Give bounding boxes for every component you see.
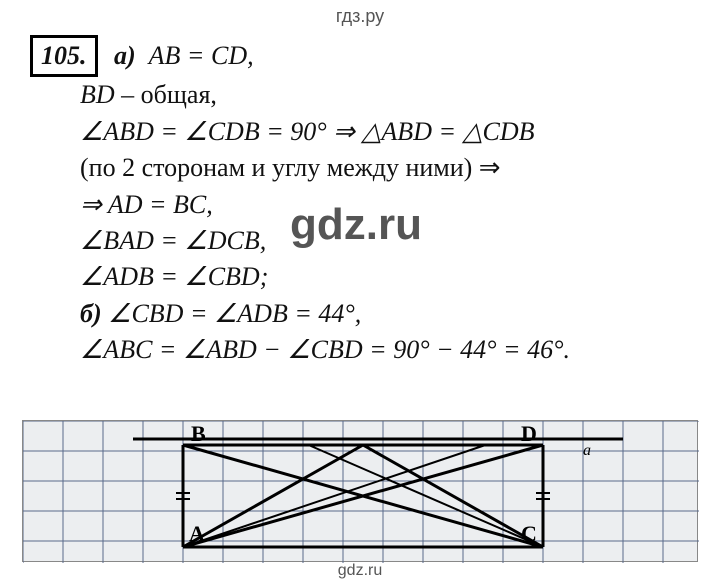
footer-text: gdz.ru — [0, 562, 720, 580]
svg-text:a: a — [583, 442, 591, 459]
line-4: (по 2 сторонам и углу между ними) ⇒ — [80, 150, 690, 186]
line-2: BD – общая, — [80, 77, 690, 113]
solution-body: 105. а) AB = CD, BD – общая, ∠ABD = ∠CDB… — [0, 27, 720, 369]
bd-common: – общая, — [115, 80, 217, 109]
svg-text:C: C — [521, 521, 537, 546]
eq-cbd: ∠CBD = ∠ADB = 44°, — [108, 299, 361, 328]
problem-number: 105. — [30, 35, 98, 77]
part-a-label: а) — [114, 41, 136, 70]
eq-ab-cd: AB = CD, — [149, 41, 254, 70]
line-9: ∠ABC = ∠ABD − ∠CBD = 90° − 44° = 46°. — [80, 332, 690, 368]
line-5: ⇒ AD = BC, — [80, 187, 690, 223]
bd: BD — [80, 80, 115, 109]
svg-text:B: B — [191, 421, 206, 446]
part-b-label: б) — [80, 299, 102, 328]
line-7: ∠ADB = ∠CBD; — [80, 259, 690, 295]
line-8: б) ∠CBD = ∠ADB = 44°, — [80, 296, 690, 332]
site-header: гдз.ру — [0, 0, 720, 27]
geometry-diagram: B D A Ca — [22, 420, 698, 562]
sas-note: (по 2 сторонам и углу между ними) ⇒ — [80, 153, 501, 182]
svg-text:D: D — [521, 421, 537, 446]
line-1: 105. а) AB = CD, — [30, 35, 690, 77]
line-6: ∠BAD = ∠DCB, — [80, 223, 690, 259]
svg-text:A: A — [189, 521, 205, 546]
line-3: ∠ABD = ∠CDB = 90° ⇒ △ABD = △CDB — [80, 114, 690, 150]
